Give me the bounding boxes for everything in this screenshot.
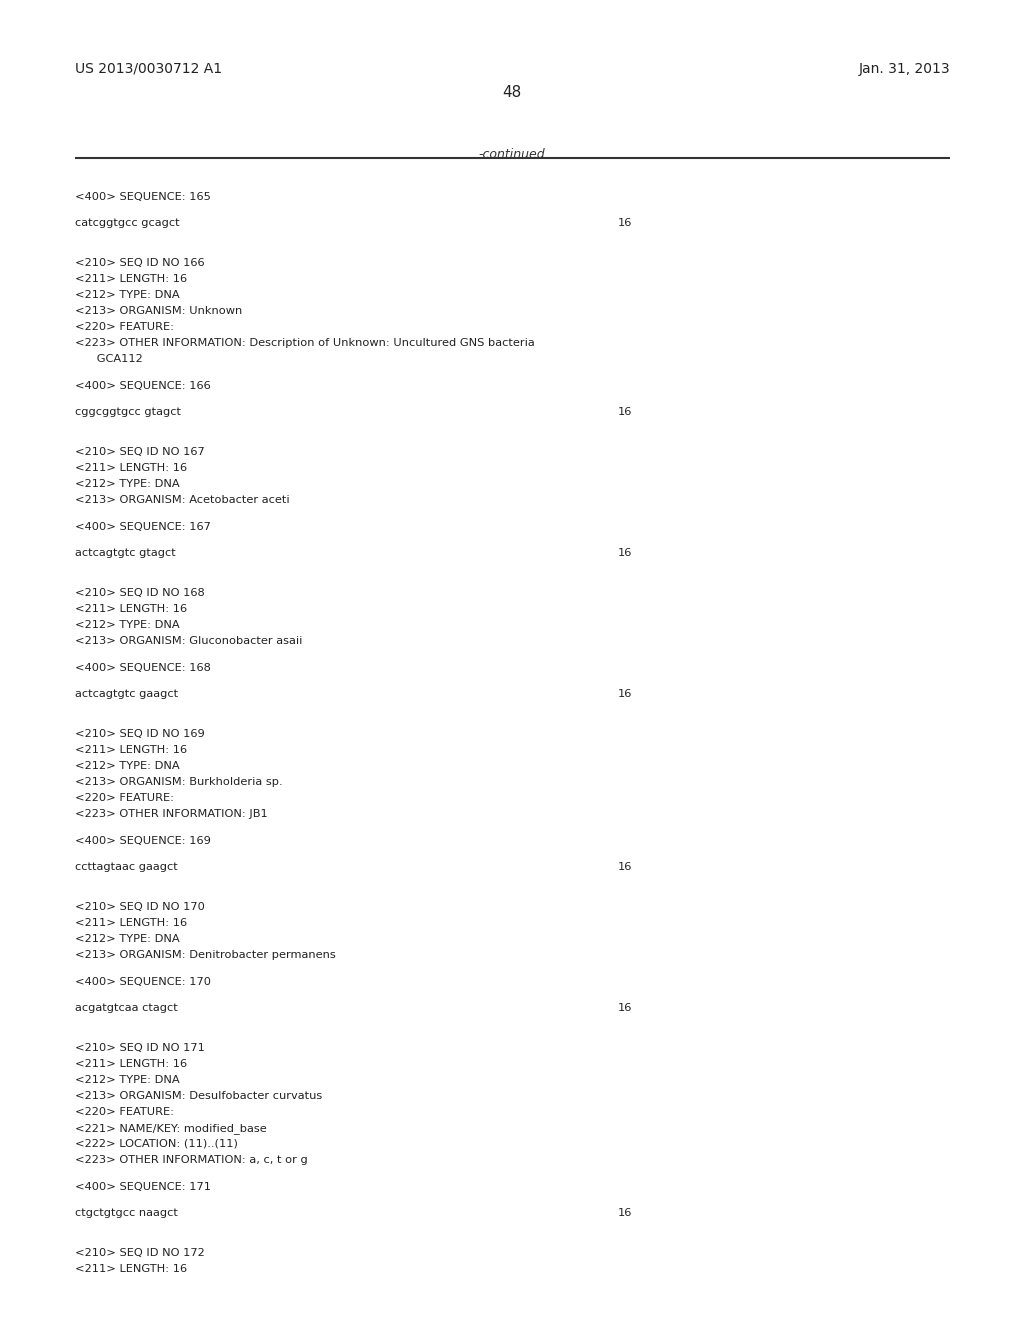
Text: <223> OTHER INFORMATION: JB1: <223> OTHER INFORMATION: JB1 [75, 809, 267, 818]
Text: <400> SEQUENCE: 168: <400> SEQUENCE: 168 [75, 663, 211, 673]
Text: <210> SEQ ID NO 169: <210> SEQ ID NO 169 [75, 729, 205, 739]
Text: <400> SEQUENCE: 171: <400> SEQUENCE: 171 [75, 1181, 211, 1192]
Text: actcagtgtc gaagct: actcagtgtc gaagct [75, 689, 178, 700]
Text: <223> OTHER INFORMATION: Description of Unknown: Uncultured GNS bacteria: <223> OTHER INFORMATION: Description of … [75, 338, 535, 348]
Text: <222> LOCATION: (11)..(11): <222> LOCATION: (11)..(11) [75, 1139, 238, 1148]
Text: <210> SEQ ID NO 172: <210> SEQ ID NO 172 [75, 1247, 205, 1258]
Text: <223> OTHER INFORMATION: a, c, t or g: <223> OTHER INFORMATION: a, c, t or g [75, 1155, 308, 1166]
Text: ctgctgtgcc naagct: ctgctgtgcc naagct [75, 1208, 178, 1218]
Text: <212> TYPE: DNA: <212> TYPE: DNA [75, 762, 179, 771]
Text: <400> SEQUENCE: 167: <400> SEQUENCE: 167 [75, 521, 211, 532]
Text: <213> ORGANISM: Unknown: <213> ORGANISM: Unknown [75, 306, 243, 315]
Text: <220> FEATURE:: <220> FEATURE: [75, 322, 174, 333]
Text: <212> TYPE: DNA: <212> TYPE: DNA [75, 479, 179, 488]
Text: <212> TYPE: DNA: <212> TYPE: DNA [75, 290, 179, 300]
Text: 16: 16 [618, 218, 633, 228]
Text: <220> FEATURE:: <220> FEATURE: [75, 1107, 174, 1117]
Text: <212> TYPE: DNA: <212> TYPE: DNA [75, 620, 179, 630]
Text: <213> ORGANISM: Acetobacter aceti: <213> ORGANISM: Acetobacter aceti [75, 495, 290, 506]
Text: <210> SEQ ID NO 170: <210> SEQ ID NO 170 [75, 902, 205, 912]
Text: actcagtgtc gtagct: actcagtgtc gtagct [75, 548, 176, 558]
Text: 16: 16 [618, 1208, 633, 1218]
Text: US 2013/0030712 A1: US 2013/0030712 A1 [75, 62, 222, 77]
Text: <213> ORGANISM: Denitrobacter permanens: <213> ORGANISM: Denitrobacter permanens [75, 950, 336, 960]
Text: <211> LENGTH: 16: <211> LENGTH: 16 [75, 1265, 187, 1274]
Text: 16: 16 [618, 862, 633, 873]
Text: 48: 48 [503, 84, 521, 100]
Text: <211> LENGTH: 16: <211> LENGTH: 16 [75, 463, 187, 473]
Text: <212> TYPE: DNA: <212> TYPE: DNA [75, 935, 179, 944]
Text: <213> ORGANISM: Gluconobacter asaii: <213> ORGANISM: Gluconobacter asaii [75, 636, 302, 645]
Text: <400> SEQUENCE: 165: <400> SEQUENCE: 165 [75, 191, 211, 202]
Text: catcggtgcc gcagct: catcggtgcc gcagct [75, 218, 179, 228]
Text: 16: 16 [618, 689, 633, 700]
Text: <210> SEQ ID NO 171: <210> SEQ ID NO 171 [75, 1043, 205, 1053]
Text: GCA112: GCA112 [75, 354, 142, 364]
Text: acgatgtcaa ctagct: acgatgtcaa ctagct [75, 1003, 178, 1012]
Text: <400> SEQUENCE: 170: <400> SEQUENCE: 170 [75, 977, 211, 987]
Text: <211> LENGTH: 16: <211> LENGTH: 16 [75, 917, 187, 928]
Text: ccttagtaac gaagct: ccttagtaac gaagct [75, 862, 178, 873]
Text: <221> NAME/KEY: modified_base: <221> NAME/KEY: modified_base [75, 1123, 266, 1134]
Text: cggcggtgcc gtagct: cggcggtgcc gtagct [75, 407, 181, 417]
Text: <212> TYPE: DNA: <212> TYPE: DNA [75, 1074, 179, 1085]
Text: <211> LENGTH: 16: <211> LENGTH: 16 [75, 275, 187, 284]
Text: <210> SEQ ID NO 167: <210> SEQ ID NO 167 [75, 447, 205, 457]
Text: -continued: -continued [478, 148, 546, 161]
Text: <211> LENGTH: 16: <211> LENGTH: 16 [75, 605, 187, 614]
Text: 16: 16 [618, 407, 633, 417]
Text: <210> SEQ ID NO 168: <210> SEQ ID NO 168 [75, 587, 205, 598]
Text: <210> SEQ ID NO 166: <210> SEQ ID NO 166 [75, 257, 205, 268]
Text: <220> FEATURE:: <220> FEATURE: [75, 793, 174, 803]
Text: <211> LENGTH: 16: <211> LENGTH: 16 [75, 744, 187, 755]
Text: <213> ORGANISM: Desulfobacter curvatus: <213> ORGANISM: Desulfobacter curvatus [75, 1092, 323, 1101]
Text: 16: 16 [618, 1003, 633, 1012]
Text: <211> LENGTH: 16: <211> LENGTH: 16 [75, 1059, 187, 1069]
Text: <400> SEQUENCE: 169: <400> SEQUENCE: 169 [75, 836, 211, 846]
Text: <213> ORGANISM: Burkholderia sp.: <213> ORGANISM: Burkholderia sp. [75, 777, 283, 787]
Text: <400> SEQUENCE: 166: <400> SEQUENCE: 166 [75, 381, 211, 391]
Text: 16: 16 [618, 548, 633, 558]
Text: Jan. 31, 2013: Jan. 31, 2013 [858, 62, 950, 77]
